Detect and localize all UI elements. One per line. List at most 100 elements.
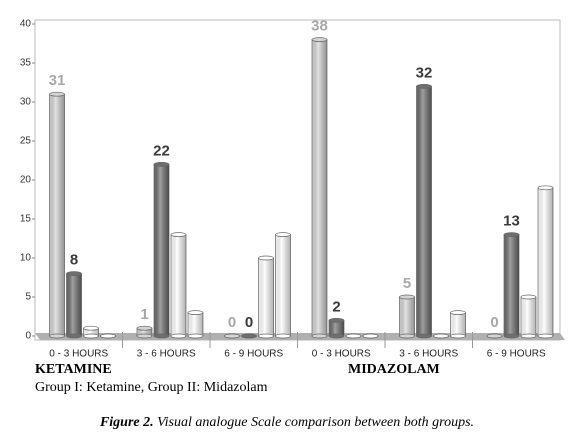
note: Group I: Ketamine, Group II: Midazolam	[35, 380, 268, 395]
bar-shade	[137, 328, 152, 336]
bar-top	[224, 333, 240, 339]
y-tick-label: 5	[25, 292, 31, 303]
bar-bottom	[136, 333, 153, 339]
bar-top	[66, 271, 82, 276]
plot-frame	[34, 19, 561, 341]
bar-top	[520, 294, 537, 300]
bar	[100, 333, 116, 339]
bar-bottom	[503, 333, 520, 339]
value-label: 1	[140, 306, 148, 323]
bar-top	[49, 91, 65, 97]
bar-top	[503, 232, 520, 237]
bar-top	[362, 333, 379, 339]
bar-top	[170, 232, 187, 237]
group-label: MIDAZOLAM	[348, 362, 440, 377]
bar-bottom	[83, 333, 99, 339]
bar	[450, 310, 466, 339]
bar	[433, 333, 449, 339]
value-label: 32	[416, 64, 433, 81]
bar	[345, 333, 362, 339]
bar	[362, 333, 379, 339]
y-tick-label: 15	[20, 214, 32, 225]
bar-shade	[504, 234, 519, 336]
bar	[83, 325, 99, 339]
bar-shade	[538, 187, 553, 336]
bar	[187, 310, 204, 339]
caption-text: Visual analogue Scale comparison between…	[157, 415, 474, 430]
bar-top	[416, 84, 432, 89]
y-tick-label: 20	[20, 175, 32, 186]
y-tick-label: 35	[20, 58, 32, 69]
bar-bottom	[153, 333, 170, 339]
bar-shade	[399, 297, 415, 336]
bar-top	[258, 255, 274, 261]
bar-bottom	[258, 333, 274, 339]
x-tick-label: 3 - 6 HOURS	[399, 349, 458, 360]
bar-top	[241, 333, 257, 339]
bar-top	[450, 310, 466, 315]
bar	[66, 271, 82, 339]
bar-bottom	[66, 333, 82, 339]
bar-shade	[521, 297, 536, 336]
bar	[153, 162, 170, 339]
bar-top	[345, 333, 362, 339]
bar-top	[433, 333, 449, 339]
bar-top	[100, 333, 116, 339]
bar-bottom	[399, 333, 415, 339]
bar-bottom	[187, 333, 204, 339]
bar-shade	[450, 312, 466, 336]
x-tick-label: 6 - 9 HOURS	[487, 349, 546, 360]
bar-bottom	[311, 333, 328, 339]
bar-top	[311, 37, 328, 42]
bar	[311, 37, 328, 339]
bar-shade	[416, 86, 432, 337]
value-label: 0	[228, 314, 236, 331]
caption-label: Figure 2.	[99, 415, 154, 430]
group-label: KETAMINE	[35, 362, 112, 377]
value-label: 0	[245, 314, 253, 331]
bar-shade	[329, 320, 344, 336]
bar-shade	[312, 39, 327, 336]
bar-shade	[83, 328, 99, 336]
bar-top	[187, 310, 204, 315]
y-tick-label: 25	[20, 136, 32, 147]
bar-bottom	[170, 333, 187, 339]
x-tick-label: 3 - 6 HOURS	[137, 349, 196, 360]
y-tick-label: 40	[20, 19, 32, 30]
bar	[241, 333, 257, 339]
bar-bottom	[328, 333, 345, 339]
bar-shade	[188, 312, 203, 336]
value-label: 8	[70, 252, 78, 269]
bar	[486, 333, 503, 339]
y-tick-label: 10	[20, 253, 32, 264]
caption: Figure 2. Visual analogue Scale comparis…	[99, 415, 474, 430]
y-tick-label: 30	[20, 97, 32, 108]
bar-bottom	[537, 333, 554, 339]
value-label: 38	[311, 18, 328, 35]
x-tick-label: 0 - 3 HOURS	[312, 349, 371, 360]
x-tick-label: 0 - 3 HOURS	[49, 349, 108, 360]
bar-top	[136, 325, 153, 331]
bar-top	[486, 333, 503, 339]
bar-bottom	[416, 333, 432, 339]
bar	[520, 294, 537, 339]
bar-bottom	[520, 333, 537, 339]
value-label: 31	[49, 72, 66, 89]
bar	[258, 255, 274, 339]
bar	[49, 91, 65, 339]
bar-top	[537, 185, 554, 191]
bar-shade	[171, 234, 186, 336]
bar-bottom	[49, 333, 65, 339]
bar-bottom	[275, 333, 291, 339]
bar-top	[83, 325, 99, 331]
bar-top	[153, 162, 170, 167]
bar	[537, 185, 554, 339]
value-label: 2	[332, 298, 340, 315]
value-label: 22	[153, 142, 170, 159]
bar	[503, 232, 520, 339]
bar	[328, 318, 345, 339]
bar-top	[399, 294, 415, 300]
bar	[170, 232, 187, 339]
value-label: 0	[490, 314, 498, 331]
